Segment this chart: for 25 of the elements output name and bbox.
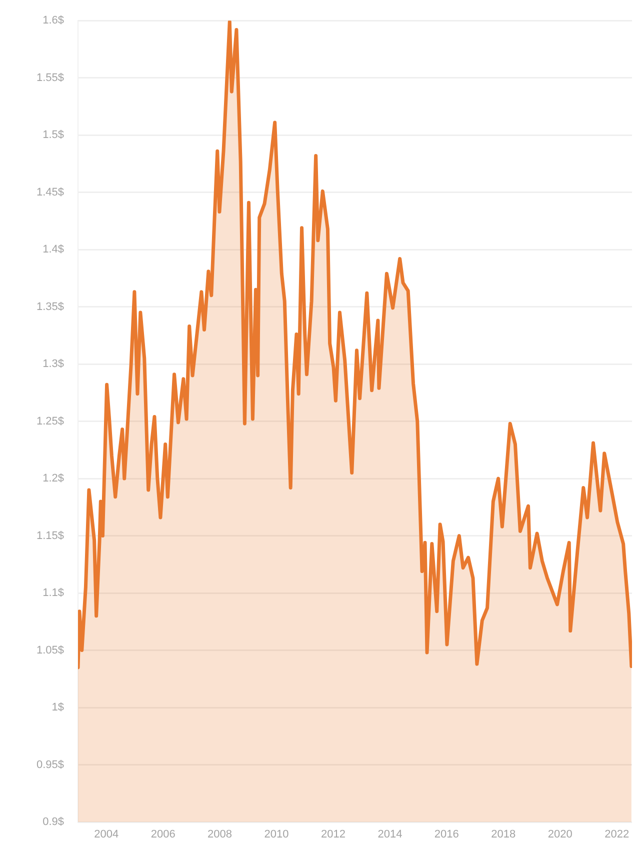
- y-tick-label: 1.15$: [36, 530, 64, 542]
- x-tick-label: 2004: [94, 828, 119, 841]
- y-tick-label: 1.05$: [36, 644, 64, 656]
- x-tick-label: 2016: [434, 828, 459, 841]
- x-tick-label: 2018: [491, 828, 516, 841]
- y-tick-label: 1.25$: [36, 415, 64, 428]
- y-tick-label: 0.9$: [42, 816, 64, 828]
- x-tick-label: 2008: [208, 828, 232, 841]
- y-tick-label: 1.35$: [36, 300, 64, 313]
- y-tick-label: 1.5$: [42, 129, 64, 142]
- y-tick-label: 1$: [52, 702, 64, 714]
- y-tick-label: 1.3$: [42, 358, 64, 370]
- y-tick-label: 0.95$: [36, 758, 64, 771]
- x-tick-label: 2010: [264, 828, 289, 841]
- x-tick-label: 2006: [150, 828, 176, 841]
- y-tick-label: 1.6$: [42, 14, 64, 27]
- x-tick-label: 2012: [320, 828, 346, 841]
- y-tick-label: 1.55$: [36, 72, 64, 84]
- y-tick-label: 1.45$: [36, 186, 64, 198]
- x-tick-label: 2014: [378, 828, 402, 841]
- y-tick-label: 1.1$: [42, 587, 64, 600]
- y-tick-label: 1.4$: [42, 244, 64, 256]
- x-tick-label: 2022: [604, 828, 630, 841]
- x-tick-label: 2020: [548, 828, 572, 841]
- y-tick-label: 1.2$: [42, 472, 64, 485]
